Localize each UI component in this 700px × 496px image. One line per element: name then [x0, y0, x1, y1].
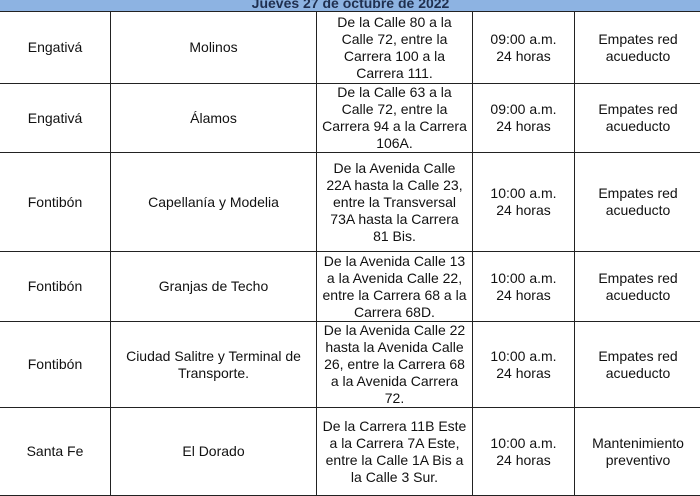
schedule-cell: 10:00 a.m.24 horas [473, 322, 575, 408]
reason-cell: Mantenimiento preventivo [575, 408, 700, 496]
duration-text: 24 horas [477, 287, 570, 304]
time-text: 10:00 a.m. [477, 348, 570, 365]
duration-text: 24 horas [477, 202, 570, 219]
reason-cell: Empates red acueducto [575, 84, 700, 153]
neighborhood-cell: Capellanía y Modelia [111, 153, 317, 252]
sector-cell: De la Avenida Calle 22 hasta la Avenida … [317, 322, 473, 408]
sector-cell: De la Carrera 11B Este a la Carrera 7A E… [317, 408, 473, 496]
reason-cell: Empates red acueducto [575, 153, 700, 252]
date-header-row: Jueves 27 de octubre de 2022 [0, 0, 700, 12]
reason-cell: Empates red acueducto [575, 252, 700, 322]
date-header: Jueves 27 de octubre de 2022 [0, 0, 700, 12]
schedule-cell: 10:00 a.m.24 horas [473, 252, 575, 322]
sector-cell: De la Calle 63 a la Calle 72, entre la C… [317, 84, 473, 153]
neighborhood-cell: Álamos [111, 84, 317, 153]
locality-cell: Engativá [0, 84, 111, 153]
duration-text: 24 horas [477, 365, 570, 382]
neighborhood-cell: Granjas de Techo [111, 252, 317, 322]
sector-cell: De la Avenida Calle 22A hasta la Calle 2… [317, 153, 473, 252]
schedule-cell: 10:00 a.m.24 horas [473, 153, 575, 252]
time-text: 10:00 a.m. [477, 185, 570, 202]
duration-text: 24 horas [477, 118, 570, 135]
time-text: 09:00 a.m. [477, 31, 570, 48]
reason-cell: Empates red acueducto [575, 12, 700, 84]
reason-cell: Empates red acueducto [575, 322, 700, 408]
neighborhood-cell: Ciudad Salitre y Terminal de Transporte. [111, 322, 317, 408]
locality-cell: Fontibón [0, 153, 111, 252]
time-text: 10:00 a.m. [477, 435, 570, 452]
schedule-cell: 09:00 a.m.24 horas [473, 12, 575, 84]
locality-cell: Fontibón [0, 252, 111, 322]
locality-cell: Engativá [0, 12, 111, 84]
time-text: 09:00 a.m. [477, 101, 570, 118]
schedule-cell: 10:00 a.m.24 horas [473, 408, 575, 496]
locality-cell: Fontibón [0, 322, 111, 408]
time-text: 10:00 a.m. [477, 270, 570, 287]
neighborhood-cell: Molinos [111, 12, 317, 84]
locality-cell: Santa Fe [0, 408, 111, 496]
sector-cell: De la Avenida Calle 13 a la Avenida Call… [317, 252, 473, 322]
sector-cell: De la Calle 80 a la Calle 72, entre la C… [317, 12, 473, 84]
schedule-cell: 09:00 a.m.24 horas [473, 84, 575, 153]
duration-text: 24 horas [477, 452, 570, 469]
neighborhood-cell: El Dorado [111, 408, 317, 496]
duration-text: 24 horas [477, 48, 570, 65]
